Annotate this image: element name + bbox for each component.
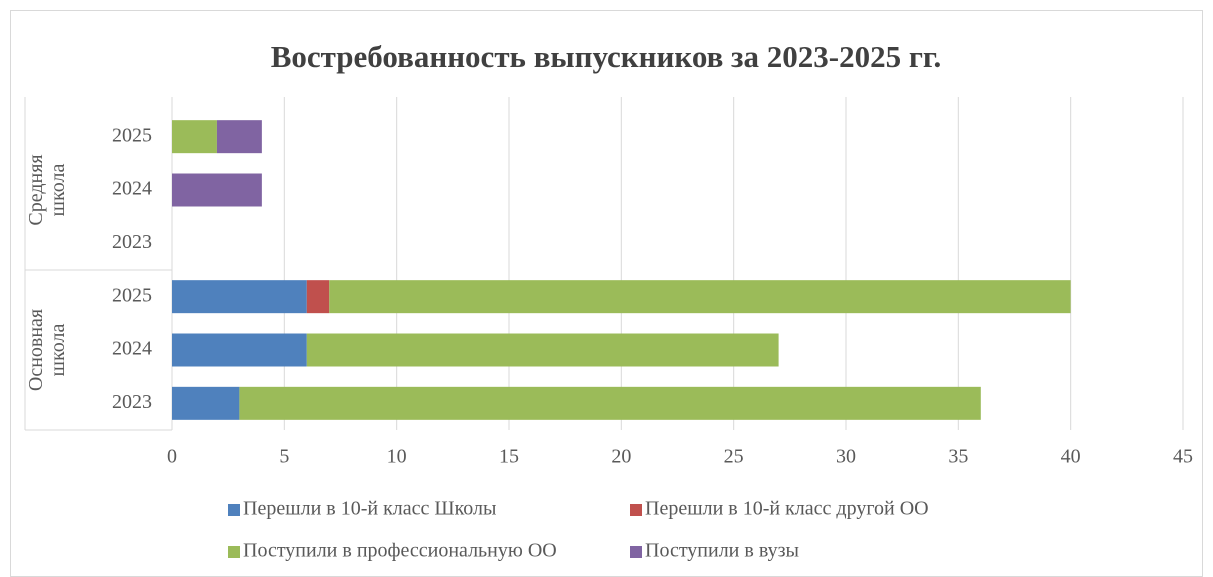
bar <box>306 280 330 314</box>
y-tick-label: 2024 <box>112 338 152 360</box>
y-tick-label: 2025 <box>112 284 152 306</box>
legend-swatch <box>228 546 240 558</box>
legend-label: Поступили в профессиональную ОО <box>243 540 557 562</box>
y-tick-label: 2025 <box>112 124 152 146</box>
bar <box>329 280 1071 314</box>
x-tick-label: 10 <box>387 446 407 468</box>
legend-swatch <box>630 504 642 516</box>
legend-label: Поступили в вузы <box>645 540 799 562</box>
bar <box>216 120 262 154</box>
x-tick-label: 0 <box>167 446 177 468</box>
x-tick-label: 30 <box>836 446 856 468</box>
x-tick-label: 45 <box>1173 446 1193 468</box>
bar <box>172 333 307 367</box>
y-tick-label: 2023 <box>112 231 152 253</box>
group-label: Средняяшкола <box>25 154 69 225</box>
legend-swatch <box>228 504 240 516</box>
bar <box>306 333 779 367</box>
legend-swatch <box>630 546 642 558</box>
x-tick-label: 5 <box>279 446 289 468</box>
legend-label: Перешли в 10-й класс другой ОО <box>645 498 929 520</box>
x-tick-label: 20 <box>611 446 631 468</box>
x-tick-label: 40 <box>1061 446 1081 468</box>
x-tick-label: 25 <box>724 446 744 468</box>
x-tick-label: 35 <box>948 446 968 468</box>
x-tick-label: 15 <box>499 446 519 468</box>
legend-label: Перешли в 10-й класс Школы <box>243 498 496 520</box>
bar <box>172 386 240 420</box>
y-tick-label: 2024 <box>112 178 152 200</box>
chart-title: Востребованность выпускников за 2023-202… <box>271 39 942 74</box>
y-tick-label: 2023 <box>112 391 152 413</box>
bar <box>172 280 307 314</box>
group-label: Основнаяшкола <box>25 309 69 391</box>
bar <box>172 120 217 154</box>
bar <box>239 386 981 420</box>
bar <box>172 173 262 207</box>
